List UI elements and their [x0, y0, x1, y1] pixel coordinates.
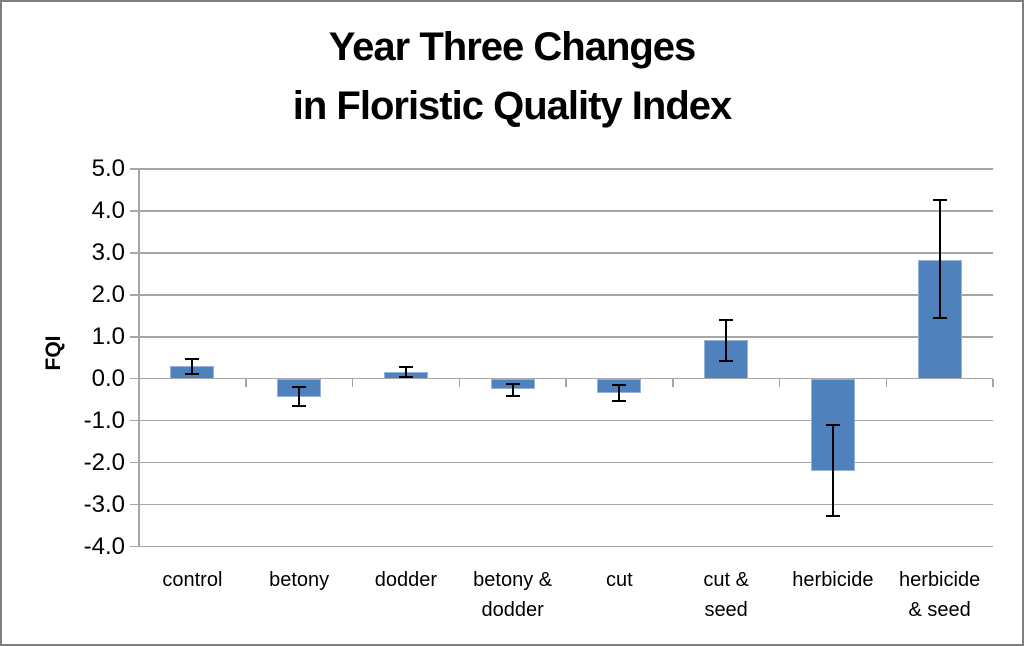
gridline	[139, 419, 993, 422]
y-axis-tick	[130, 545, 139, 548]
error-bar-cap-top	[719, 319, 734, 321]
error-bar-cap-top	[292, 386, 307, 389]
y-axis-tick	[130, 210, 139, 212]
y-tick-label: -4.0	[83, 532, 125, 560]
error-bar-cap-bottom	[719, 359, 734, 362]
error-bar-cap-top	[398, 365, 413, 368]
gridline	[139, 461, 993, 464]
error-bar-cap-bottom	[398, 375, 413, 378]
y-axis-tick	[130, 419, 139, 422]
error-bar-line	[725, 320, 728, 361]
error-bar-cap-bottom	[292, 405, 307, 408]
y-tick-label: 1.0	[91, 322, 125, 350]
category-label: betony	[269, 569, 330, 591]
x-axis-tick	[778, 378, 781, 387]
gridline	[139, 252, 993, 254]
category-label: cut	[606, 569, 633, 591]
x-axis-tick	[885, 378, 887, 387]
error-bar-cap-top	[612, 384, 627, 386]
error-bar-line	[298, 387, 301, 407]
error-bar-line	[618, 385, 621, 401]
chart-title-line-1: Year Three Changes	[328, 25, 697, 69]
error-bar-cap-bottom	[825, 515, 840, 518]
error-bar-cap-bottom	[932, 317, 947, 320]
y-tick-label: 2.0	[91, 280, 125, 308]
y-tick-label: 0.0	[91, 364, 125, 392]
gridline	[139, 168, 993, 170]
gridline	[139, 210, 993, 212]
x-axis-tick	[992, 378, 994, 387]
chart-title: Year Three Changes in Floristic Quality …	[2, 18, 1022, 136]
error-bar-cap-bottom	[185, 372, 200, 375]
x-axis-tick	[138, 378, 140, 387]
y-tick-label: 4.0	[91, 196, 125, 224]
x-axis-tick	[565, 378, 567, 387]
error-bar-cap-bottom	[612, 399, 627, 402]
category-label: herbicide	[792, 569, 874, 591]
x-axis-tick	[245, 378, 247, 387]
y-tick-label: -3.0	[83, 490, 125, 518]
category-label: cut & seed	[703, 569, 749, 621]
y-axis-tick	[130, 168, 139, 170]
y-axis-tick	[130, 336, 139, 338]
error-bar-line	[404, 366, 407, 377]
y-axis-tick	[130, 461, 139, 464]
y-axis-tick	[130, 294, 139, 296]
y-tick-label: 3.0	[91, 238, 125, 266]
error-bar-cap-bottom	[505, 394, 520, 397]
error-bar-cap-top	[825, 423, 840, 426]
error-bar-line	[938, 200, 941, 319]
category-label: control	[162, 569, 223, 591]
gridline	[139, 545, 993, 548]
gridline	[139, 336, 993, 338]
error-bar-cap-top	[185, 357, 200, 360]
y-tick-label: 5.0	[91, 155, 125, 182]
category-label: betony & dodder	[473, 569, 553, 621]
y-axis-line	[138, 169, 140, 547]
error-bar-line	[191, 358, 194, 374]
y-axis-tick	[130, 377, 139, 380]
error-bar-cap-top	[505, 382, 520, 385]
y-axis-tick	[130, 252, 139, 254]
y-tick-label: -2.0	[83, 448, 125, 476]
chart-title-line-2: in Floristic Quality Index	[292, 84, 733, 128]
x-axis-tick	[458, 378, 460, 387]
error-bar-cap-top	[932, 199, 947, 202]
error-bar-line	[831, 424, 834, 517]
gridline	[139, 503, 993, 506]
error-bar-line	[511, 383, 514, 396]
y-tick-label: -1.0	[83, 406, 125, 434]
category-label: herbicide & seed	[899, 569, 981, 621]
x-axis-tick	[672, 378, 674, 387]
x-axis-tick	[351, 378, 354, 387]
y-axis-tick	[130, 503, 139, 506]
gridline	[139, 294, 993, 296]
category-label: dodder	[374, 569, 438, 591]
